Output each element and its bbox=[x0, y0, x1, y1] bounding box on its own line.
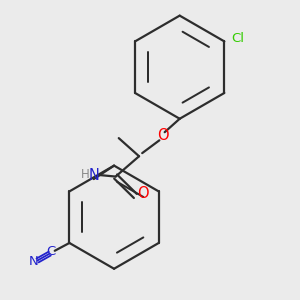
Text: N: N bbox=[88, 167, 99, 182]
Text: O: O bbox=[137, 186, 148, 201]
Text: N: N bbox=[29, 255, 39, 268]
Text: Cl: Cl bbox=[231, 32, 244, 45]
Text: O: O bbox=[157, 128, 168, 143]
Text: C: C bbox=[46, 245, 56, 258]
Text: H: H bbox=[81, 168, 90, 181]
